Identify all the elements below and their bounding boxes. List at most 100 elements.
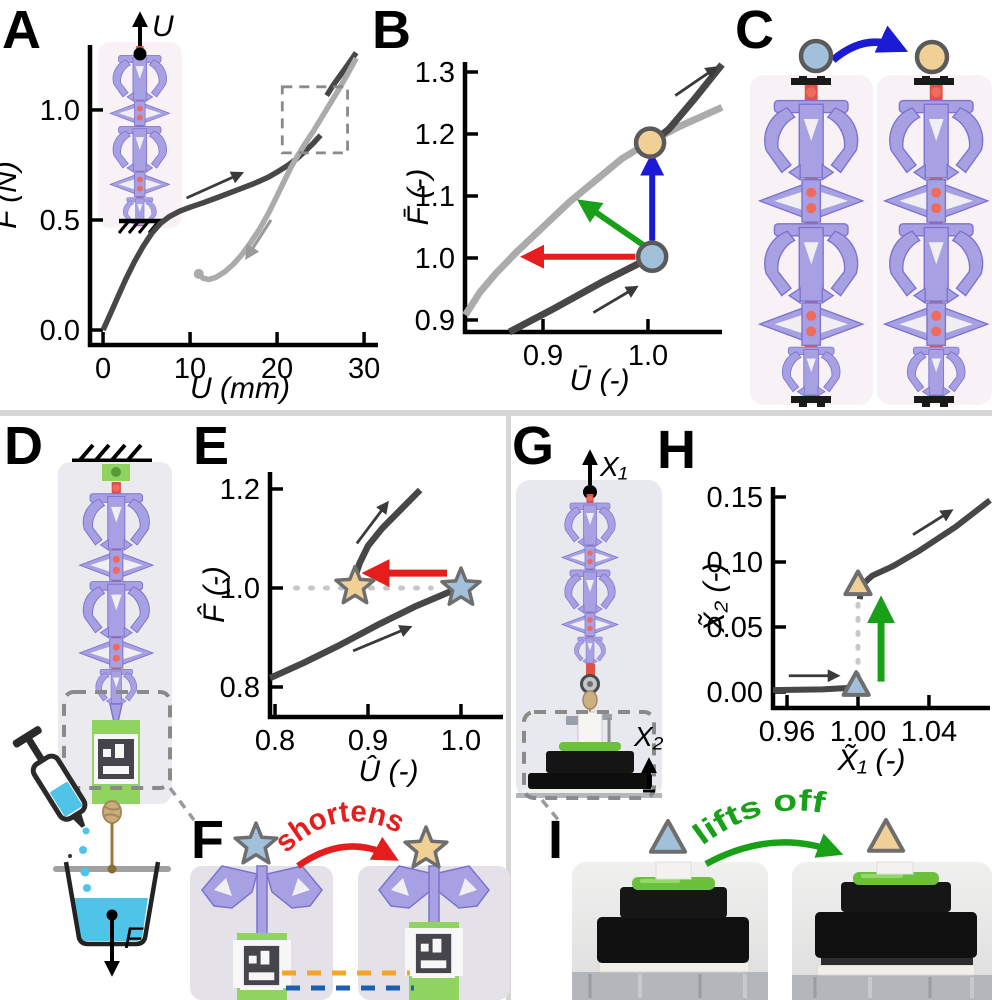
- panel-b-label: B: [372, 0, 411, 60]
- zoom-region-box: [522, 710, 656, 800]
- triangle-state-marker: [648, 819, 688, 854]
- pull-point: [133, 47, 147, 61]
- y-tick-label: 1.1: [415, 181, 455, 213]
- y-tick-label: 1.0: [220, 573, 260, 605]
- x2-label: X₂: [633, 721, 664, 752]
- weight-stack-before: [572, 861, 768, 1000]
- chart-A: 0 10 20 30 0.0 0.5 1.0 U (mm) F (N): [0, 45, 380, 405]
- shortens-arrow: [296, 836, 399, 869]
- zoom-leader-line: [540, 798, 562, 824]
- series-pre-liftoff: [772, 684, 857, 694]
- panel-g-label: G: [512, 416, 554, 476]
- green-annotation-arrow: [576, 199, 648, 250]
- metal-base: [516, 793, 662, 798]
- x1-label: X₁: [599, 451, 628, 482]
- series-unloading: [196, 56, 359, 283]
- y-tick-label: 1.0: [40, 95, 80, 127]
- x-tick-label: 30: [348, 353, 380, 385]
- x-tick-label: 0.8: [255, 725, 295, 757]
- panel-d-schematic: F: [12, 443, 196, 977]
- x-tick-label: 1.0: [628, 340, 668, 372]
- y-tick-label: 0.5: [40, 205, 80, 237]
- x-tick-label: 0.9: [523, 340, 563, 372]
- clamp: [791, 396, 954, 407]
- weight-bottom-disc: [528, 773, 652, 789]
- triangle-state-marker: [843, 569, 873, 597]
- dot-state-marker: [193, 268, 204, 279]
- star-state-marker: [403, 825, 449, 869]
- knot-icon: [582, 690, 598, 710]
- dark-annotation-arrow: [592, 285, 639, 314]
- panel-a-label: A: [2, 0, 41, 60]
- y-tick-label: 0.0: [40, 315, 80, 347]
- state-badges-layer: [233, 38, 950, 869]
- circle-state-marker: [633, 126, 667, 159]
- series-post-liftoff: [856, 497, 992, 600]
- x-axis-label: X̃₁ (-): [837, 744, 906, 777]
- x-tick-label: 0: [95, 353, 111, 385]
- panel-f-label: F: [191, 810, 224, 870]
- dark-annotation-arrow: [352, 625, 413, 653]
- zoom-region-box: [280, 85, 349, 155]
- panel-h-label: H: [657, 420, 696, 480]
- circle-state-marker: [914, 39, 950, 75]
- gray-annotation-arrow: [245, 219, 273, 261]
- base-plate: [521, 789, 659, 794]
- y-axis-label: X̃₂ (-): [698, 563, 731, 634]
- axes: [462, 62, 722, 335]
- series-lower-branch: [268, 586, 458, 682]
- circle-state-marker: [798, 38, 834, 74]
- panel-c-label: C: [735, 0, 774, 60]
- axes: [267, 472, 503, 720]
- panel-g: X₁ X₂: [516, 449, 664, 824]
- panel-i-label: I: [548, 810, 563, 870]
- panel-a-inset-photo: U: [98, 10, 182, 234]
- y-tick-label: 0.8: [220, 672, 260, 704]
- x-tick-label: 1.0: [441, 725, 481, 757]
- dark-annotation-arrow: [912, 509, 954, 536]
- displacement-label: U: [152, 10, 174, 43]
- x-tick-label: 1.04: [901, 716, 957, 748]
- circle-state-marker: [635, 240, 669, 273]
- panel-i: lifts off: [572, 784, 992, 1000]
- triangle-state-marker: [866, 818, 906, 853]
- y-tick-label: 1.2: [415, 119, 455, 151]
- y-axis-label: F̄ (-): [402, 169, 435, 226]
- panel-f: shortens: [190, 795, 510, 1000]
- dark-annotation-arrow: [674, 66, 719, 97]
- chart-B: 0.9 1.0 0.9 1.0 1.1 1.2 1.3 Ū (-) F̄ (-): [402, 57, 725, 397]
- y-tick-label: 0.00: [707, 677, 763, 709]
- x-tick-label: 20: [261, 353, 293, 385]
- x-tick-label: 0.96: [759, 716, 815, 748]
- charts-layer: 0 10 20 30 0.0 0.5 1.0 U (mm) F (N) 0.9 1.0 0.9 1.0 1…: [0, 45, 992, 788]
- y-tick-label: 1.3: [415, 57, 455, 89]
- y-tick-label: 1.2: [220, 474, 260, 506]
- vertical-divider: [506, 416, 511, 1000]
- dark-annotation-arrow: [355, 500, 389, 545]
- triangle-state-marker: [841, 670, 871, 697]
- lifts-off-arrow: [704, 833, 844, 867]
- y-tick-label: 0.05: [707, 612, 763, 644]
- y-axis-label: F (N): [0, 161, 23, 229]
- x-axis-label: Ū (-): [570, 364, 630, 397]
- x-axis-label: Û (-): [359, 754, 419, 788]
- liftoff-gap: [821, 958, 973, 965]
- panel-d-label: D: [4, 416, 43, 476]
- x-tick-label: 0.9: [348, 725, 388, 757]
- chart-E: 0.8 0.9 1.0 0.8 1.0 1.2 Û (-) F̂ (-): [198, 472, 503, 788]
- chart-H: 0.96 1.00 1.04 0.00 0.05 0.10 0.15 X̃₁ (-) X̃₂ (…: [698, 482, 992, 777]
- syringe-icon: [12, 726, 90, 835]
- knot-icon: [102, 800, 122, 824]
- y-tick-label: 0.15: [707, 482, 763, 514]
- zoom-region-box: [62, 690, 172, 790]
- force-label: F: [124, 922, 144, 955]
- zoom-leader-line: [168, 786, 196, 822]
- water-drops: [68, 846, 91, 892]
- specimen-bottom-after: [378, 865, 490, 1000]
- weight-stack-after-lifted: [792, 861, 992, 1000]
- snap-transition-arrow: [830, 25, 909, 63]
- white-cylinder: [577, 711, 603, 747]
- panel-e-label: E: [193, 416, 229, 476]
